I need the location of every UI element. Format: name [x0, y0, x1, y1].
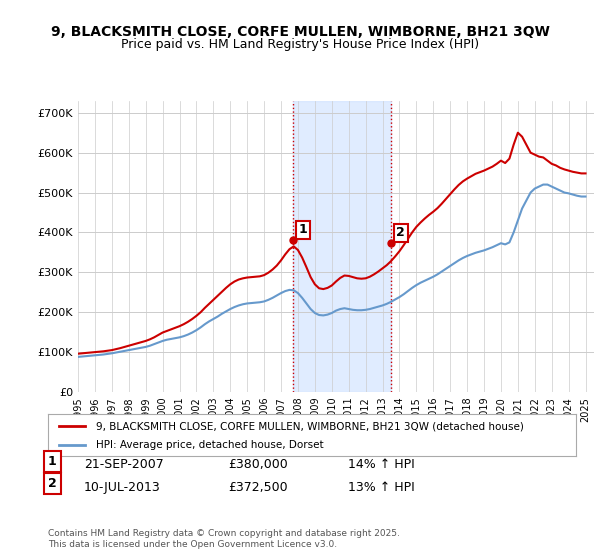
Text: 21-SEP-2007: 21-SEP-2007 — [84, 458, 164, 472]
Text: Contains HM Land Registry data © Crown copyright and database right 2025.
This d: Contains HM Land Registry data © Crown c… — [48, 529, 400, 549]
Text: £372,500: £372,500 — [228, 480, 287, 494]
Text: 2: 2 — [48, 477, 57, 490]
Text: 2: 2 — [397, 226, 405, 239]
Text: Price paid vs. HM Land Registry's House Price Index (HPI): Price paid vs. HM Land Registry's House … — [121, 38, 479, 51]
Text: 9, BLACKSMITH CLOSE, CORFE MULLEN, WIMBORNE, BH21 3QW (detached house): 9, BLACKSMITH CLOSE, CORFE MULLEN, WIMBO… — [95, 421, 523, 431]
Text: HPI: Average price, detached house, Dorset: HPI: Average price, detached house, Dors… — [95, 440, 323, 450]
Text: 14% ↑ HPI: 14% ↑ HPI — [348, 458, 415, 472]
Text: 13% ↑ HPI: 13% ↑ HPI — [348, 480, 415, 494]
Text: 1: 1 — [298, 223, 307, 236]
Text: 9, BLACKSMITH CLOSE, CORFE MULLEN, WIMBORNE, BH21 3QW: 9, BLACKSMITH CLOSE, CORFE MULLEN, WIMBO… — [50, 25, 550, 39]
Text: £380,000: £380,000 — [228, 458, 288, 472]
Text: 1: 1 — [48, 455, 57, 468]
Bar — [293, 101, 391, 392]
Text: 10-JUL-2013: 10-JUL-2013 — [84, 480, 161, 494]
